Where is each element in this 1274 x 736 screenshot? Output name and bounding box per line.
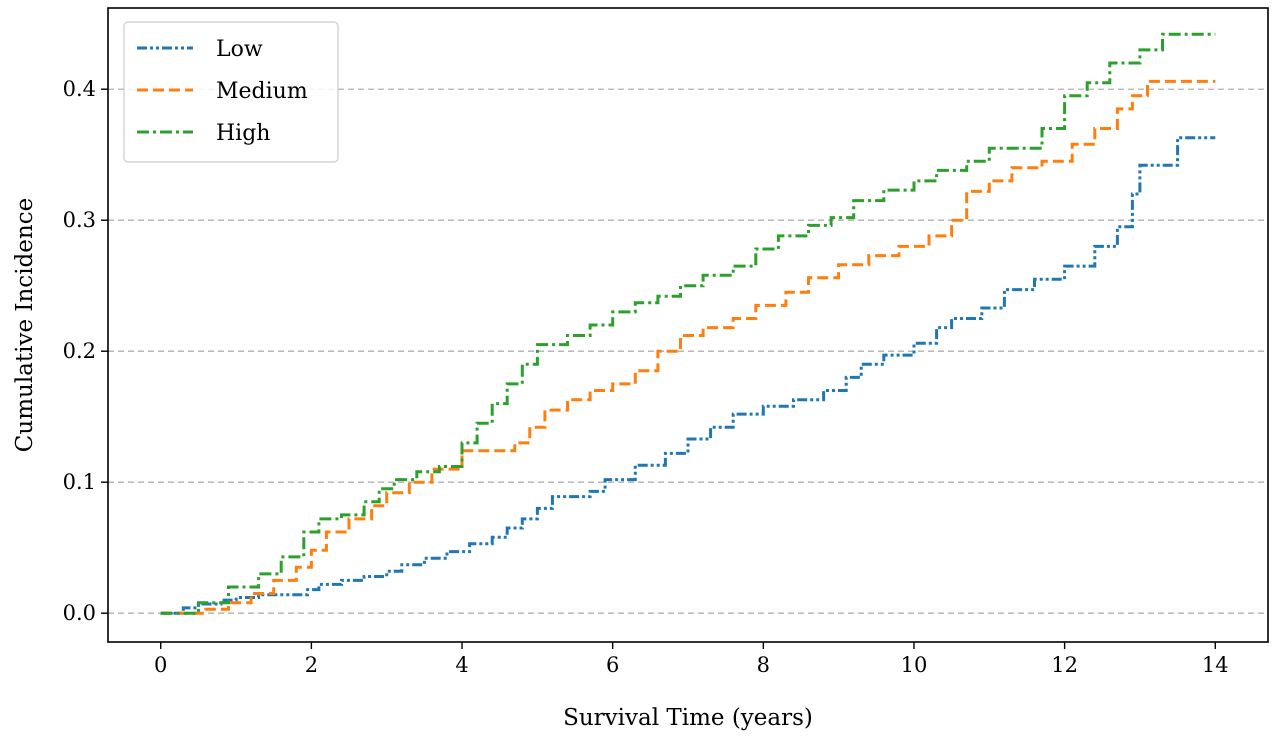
y-axis-title: Cumulative Incidence [12,198,38,452]
y-tick-label: 0.0 [63,601,96,625]
x-tick-label: 6 [606,653,619,677]
legend-label-medium: Medium [216,79,308,104]
y-axis-ticks: 0.0 0.1 0.2 0.3 0.4 [63,77,108,625]
legend-label-high: High [216,121,270,146]
x-tick-label: 10 [901,653,928,677]
series-lines [160,32,1216,615]
x-tick-label: 8 [757,653,770,677]
x-tick-label: 2 [305,653,318,677]
x-axis-ticks: 0 2 4 6 8 10 12 14 [154,642,1229,677]
x-tick-label: 4 [455,653,468,677]
series-line-high [160,32,1216,615]
x-tick-label: 14 [1202,653,1229,677]
gridlines [108,88,1268,614]
y-tick-label: 0.3 [63,208,96,232]
y-tick-label: 0.4 [63,77,96,101]
series-line-medium [160,79,1216,615]
legend-box [123,21,339,163]
plot-frame [107,7,1269,643]
x-tick-label: 0 [154,653,167,677]
x-axis-title: Survival Time (years) [563,705,813,731]
legend-label-low: Low [216,37,263,62]
y-tick-label: 0.1 [63,470,96,494]
series-line-low [160,136,1216,615]
y-tick-label: 0.2 [63,339,96,363]
x-tick-label: 12 [1051,653,1078,677]
legend: Low Medium High [123,21,339,163]
